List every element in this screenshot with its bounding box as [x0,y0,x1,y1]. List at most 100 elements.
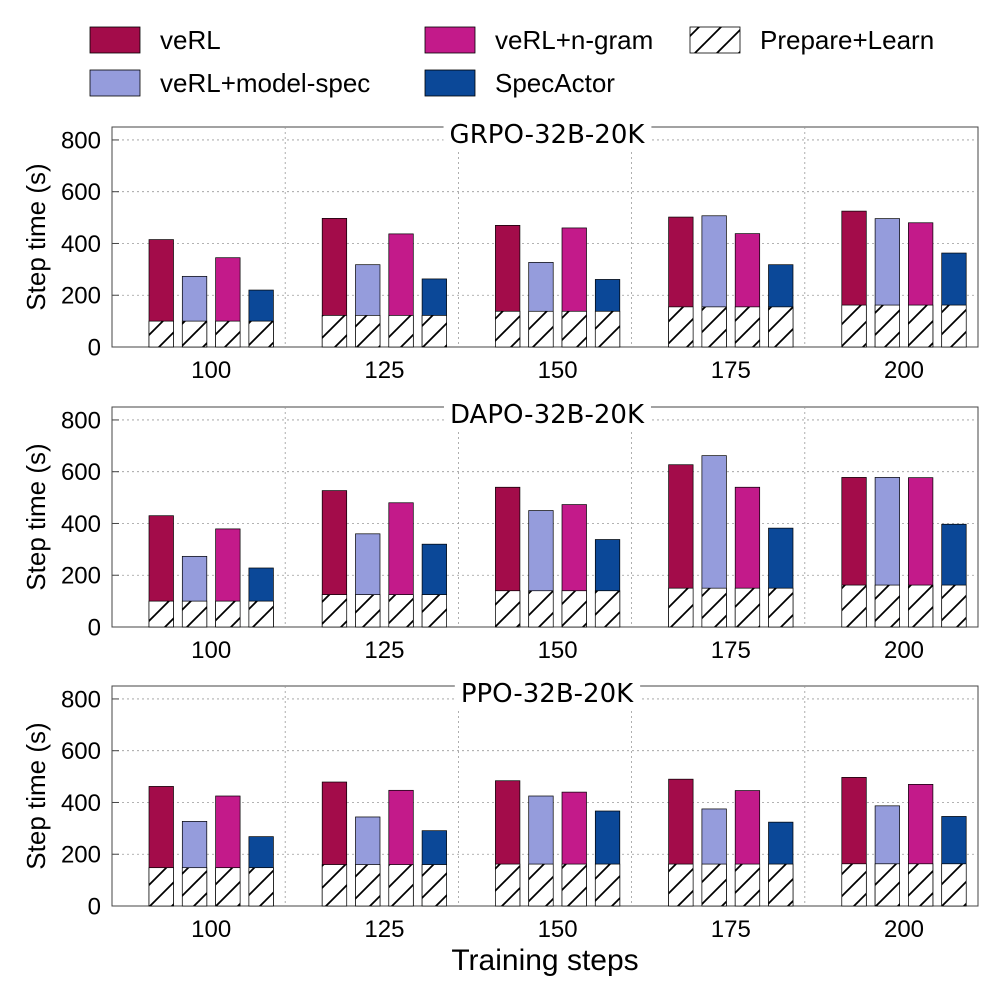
bar-prepare-learn [148,867,174,907]
bar-group-100 [148,515,274,628]
panel-title: DAPO-32B-20K [443,398,651,432]
bar-prepare-learn [594,310,621,348]
panel-grpo-32b-20k: 0 200 400 600 800 100 125 150 175 200 GRPO-32B-20K… [21,118,979,384]
legend-swatch [424,69,476,97]
bar-group-125 [321,218,447,348]
bar-prepare-learn [841,584,867,628]
x-tick-label: 150 [538,637,578,664]
x-tick-label: 175 [711,637,751,664]
bar-prepare-learn [941,863,967,907]
x-tick-label: 150 [538,916,578,943]
legend: veRL veRL+n-gram Prepare+Learn veRL+model-s… [89,25,934,98]
y-axis-label: Step time (s) [21,163,51,310]
bar-prepare-learn [668,863,694,907]
y-tick-label: 0 [88,894,101,921]
bar-prepare-learn [594,590,621,628]
x-axis-label: Training steps [451,944,638,977]
bar-prepare-learn [768,587,794,628]
bar-prepare-learn [248,320,274,348]
bar-prepare-learn [561,590,587,628]
legend-swatch [89,69,141,97]
x-tick-label: 200 [884,357,924,384]
bar-prepare-learn [495,863,521,907]
bar-prepare-learn [874,304,900,348]
bar-prepare-learn [841,304,867,348]
x-tick-label: 125 [364,357,404,384]
bar-prepare-learn [181,600,208,628]
title-background [443,118,652,152]
bar-prepare-learn [321,594,348,628]
bar-group-100 [148,239,274,348]
y-tick-label: 600 [61,179,101,206]
y-tick-label: 800 [61,127,101,154]
legend-item-specactor: SpecActor [424,68,615,98]
panel-title: GRPO-32B-20K [443,118,652,152]
title-background [454,677,641,711]
bar-prepare-learn [668,587,694,628]
bar-prepare-learn [908,584,934,628]
title-background [443,398,651,432]
bar-group-150 [495,780,621,907]
legend-label: veRL+n-gram [495,25,653,55]
bar-prepare-learn [941,304,967,348]
bar-prepare-learn [734,863,761,907]
x-tick-label: 175 [711,916,751,943]
bar-group-200 [841,477,967,628]
y-tick-label: 800 [61,686,101,713]
bar-prepare-learn [841,863,867,907]
x-tick-label: 200 [884,916,924,943]
y-tick-label: 200 [61,283,101,310]
bar-prepare-learn [561,310,587,348]
bar-group-100 [148,786,274,907]
y-tick-label: 400 [61,790,101,817]
bar-prepare-learn [528,310,554,348]
bar-prepare-learn [528,863,554,907]
x-tick-label: 125 [364,916,404,943]
legend-item-verl: veRL [89,25,221,55]
bar-group-150 [495,225,621,348]
panel-ppo-32b-20k: 0 200 400 600 800 100 125 150 175 200 PPO-32B-20K S… [21,677,979,943]
bar-prepare-learn [248,600,274,628]
x-tick-label: 200 [884,637,924,664]
bar-prepare-learn [421,315,447,348]
bar-group-125 [321,490,447,628]
y-tick-label: 200 [61,563,101,590]
bar-prepare-learn [594,863,621,907]
bar-prepare-learn [321,315,348,348]
bar-prepare-learn [355,864,381,907]
bar-prepare-learn [148,320,174,348]
x-tick-label: 150 [538,357,578,384]
bar-prepare-learn [908,304,934,348]
legend-swatch [424,26,476,54]
bar-prepare-learn [874,584,900,628]
legend-item-verl-model-spec: veRL+model-spec [89,68,370,98]
bar-prepare-learn [248,867,274,907]
y-tick-label: 400 [61,511,101,538]
bar-prepare-learn [908,863,934,907]
bar-prepare-learn [388,864,414,907]
y-tick-label: 400 [61,231,101,258]
legend-label: veRL [160,25,221,55]
bar-prepare-learn [388,315,414,348]
y-tick-label: 0 [88,615,101,642]
panel-title-text: GRPO-32B-20K [450,120,646,150]
bar-group-175 [668,215,794,348]
panel-dapo-32b-20k: 0 200 400 600 800 100 125 150 175 200 DAPO-32B-20K… [21,398,979,664]
bar-prepare-learn [528,590,554,628]
bar-group-175 [668,778,794,907]
x-tick-label: 125 [364,637,404,664]
bar-group-200 [841,777,967,907]
bar-prepare-learn [768,306,794,348]
bar-prepare-learn [421,864,447,907]
bar-prepare-learn [321,864,348,907]
bar-prepare-learn [215,867,241,907]
bar-prepare-learn [215,320,241,348]
bar-prepare-learn [495,310,521,348]
bar-prepare-learn [941,584,967,628]
bar-group-200 [841,210,967,348]
bar-prepare-learn [181,867,208,907]
legend-item-verl-n-gram: veRL+n-gram [424,25,653,55]
x-tick-label: 100 [191,637,231,664]
legend-label: veRL+model-spec [160,68,370,98]
